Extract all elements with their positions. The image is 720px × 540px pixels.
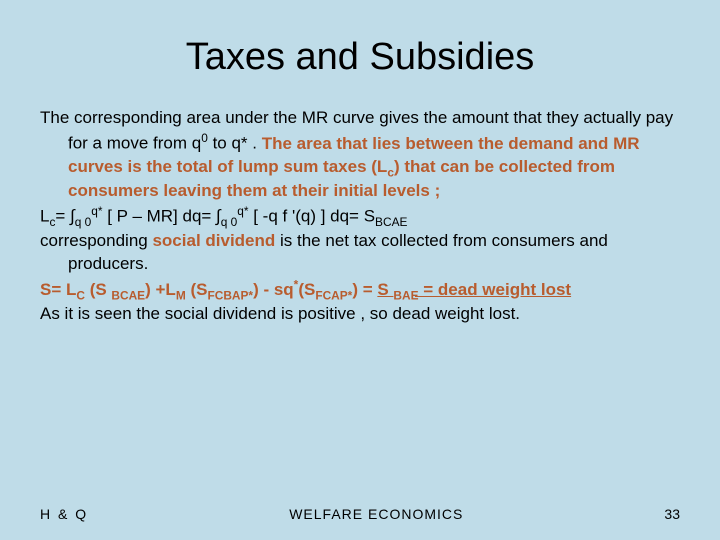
sup: q* bbox=[91, 204, 102, 218]
sub: q 0 bbox=[75, 215, 92, 229]
footer-page-number: 33 bbox=[664, 506, 680, 522]
sub: BCAE bbox=[111, 288, 145, 302]
slide-title: Taxes and Subsidies bbox=[40, 36, 680, 79]
slide-body: The corresponding area under the MR curv… bbox=[40, 107, 680, 326]
highlight-text: S= LC (S BCAE) +LM (SFCBAP*) - sq*(SFCAP… bbox=[40, 280, 571, 299]
sub: BAE bbox=[393, 288, 418, 302]
underline-text: S BAE = dead weight lost bbox=[377, 280, 571, 299]
text: = dead weight lost bbox=[419, 280, 572, 299]
text: corresponding bbox=[40, 231, 152, 250]
paragraph-1: The corresponding area under the MR curv… bbox=[40, 107, 680, 203]
slide-footer: H & Q WELFARE ECONOMICS 33 bbox=[40, 506, 680, 522]
text: S= L bbox=[40, 280, 76, 299]
text: (S bbox=[298, 280, 315, 299]
text: ) +L bbox=[145, 280, 176, 299]
sub: C bbox=[76, 288, 85, 302]
sub: BCAE bbox=[375, 215, 407, 229]
sup: 0 bbox=[201, 131, 208, 145]
paragraph-2: corresponding social dividend is the net… bbox=[40, 230, 680, 276]
text: (S bbox=[85, 280, 111, 299]
text: to q* . bbox=[208, 134, 262, 153]
text: (S bbox=[186, 280, 208, 299]
text: S bbox=[377, 280, 393, 299]
equation-s: S= LC (S BCAE) +LM (SFCBAP*) - sq*(SFCAP… bbox=[40, 276, 680, 303]
footer-center: WELFARE ECONOMICS bbox=[289, 506, 463, 522]
equation-lc: Lc= ∫q 0q* [ P – MR] dq= ∫q 0q* [ -q f '… bbox=[40, 203, 680, 230]
sub: M bbox=[176, 288, 186, 302]
text: = ∫ bbox=[55, 207, 74, 226]
sub: FCAP* bbox=[315, 288, 352, 302]
sub: FCBAP* bbox=[207, 288, 253, 302]
paragraph-3: As it is seen the social dividend is pos… bbox=[40, 303, 680, 326]
sub: c bbox=[387, 165, 394, 179]
text: ) = bbox=[352, 280, 377, 299]
text: [ -q f '(q) ] dq= S bbox=[249, 207, 376, 226]
footer-left: H & Q bbox=[40, 506, 88, 522]
text: ) - sq bbox=[253, 280, 294, 299]
highlight-text: social dividend bbox=[152, 231, 275, 250]
text: [ P – MR] dq= ∫ bbox=[103, 207, 221, 226]
sup: q* bbox=[237, 204, 248, 218]
sub: q 0 bbox=[221, 215, 238, 229]
